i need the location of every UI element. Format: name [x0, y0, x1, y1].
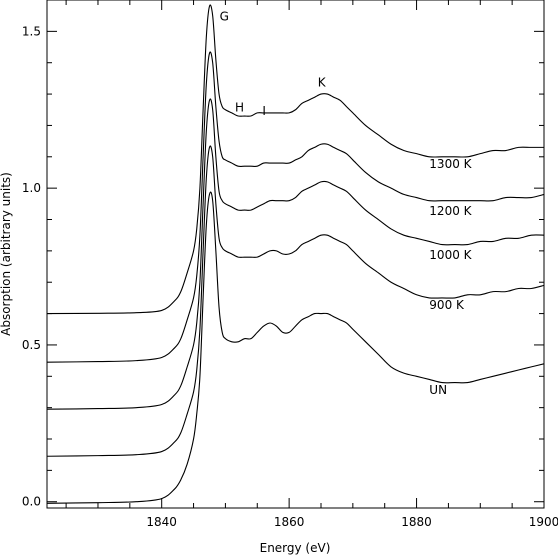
series-line	[47, 191, 544, 504]
x-tick-label: 1840	[146, 515, 177, 529]
y-tick-label: 0.5	[22, 338, 41, 352]
series-line	[47, 145, 544, 457]
series-label: 1000 K	[429, 248, 472, 262]
peak-label: H	[235, 101, 244, 115]
y-tick-label: 0.0	[22, 495, 41, 509]
series-label: UN	[429, 383, 447, 397]
series-line	[47, 98, 544, 410]
tick-labels: 1840 1860 1880 1900 0.0 0.5 1.0 1.5	[22, 24, 558, 529]
x-axis-label: Energy (eV)	[260, 541, 331, 555]
axis-ticks	[47, 0, 545, 508]
series-label: 1200 K	[429, 204, 472, 218]
y-axis-label: Absorption (arbitrary units)	[0, 172, 13, 336]
series-label: 900 K	[429, 298, 465, 312]
series-line	[47, 4, 544, 315]
x-tick-label: 1860	[274, 515, 305, 529]
peak-label: I	[262, 104, 266, 118]
series-label: 1300 K	[429, 157, 472, 171]
annotations: UN 900 K 1000 K 1200 K 1300 K G H I K	[220, 10, 473, 397]
y-tick-label: 1.5	[22, 24, 41, 38]
y-tick-label: 1.0	[22, 181, 41, 195]
peak-label: K	[318, 76, 327, 90]
peak-label: G	[220, 10, 229, 24]
x-tick-label: 1880	[401, 515, 432, 529]
x-tick-label: 1900	[529, 515, 558, 529]
curves	[47, 4, 544, 504]
plot-frame	[46, 0, 545, 509]
series-line	[47, 51, 544, 363]
